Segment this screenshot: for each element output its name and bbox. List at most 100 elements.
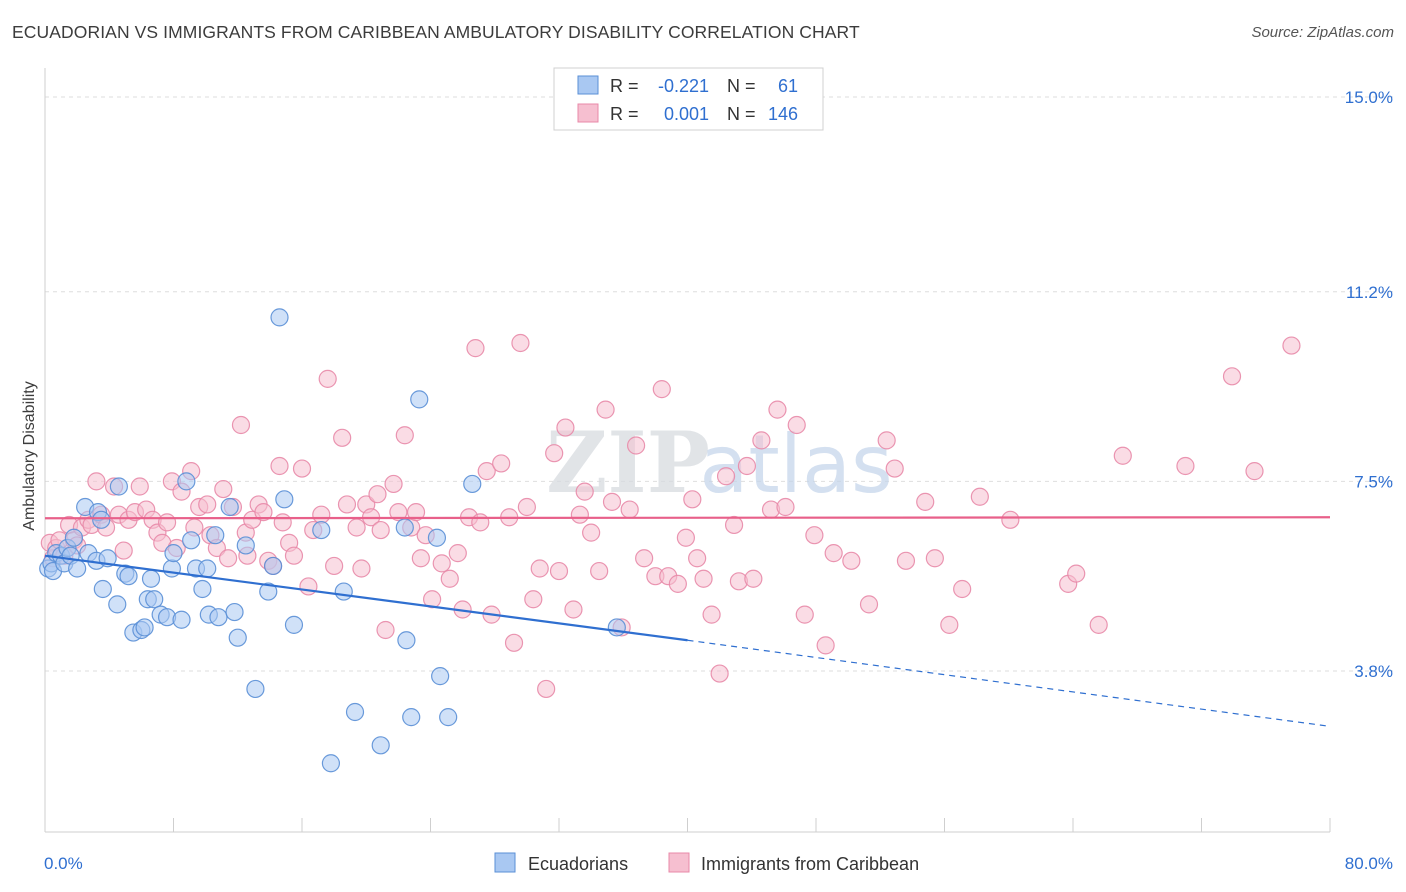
caribbean-point — [842, 551, 861, 570]
ecuadorian-point — [228, 628, 247, 647]
caribbean-point — [859, 595, 879, 614]
stats-r-label-1: R = — [610, 76, 639, 96]
caribbean-point — [492, 454, 511, 473]
ecuadorian-point — [427, 528, 447, 547]
caribbean-point — [325, 556, 344, 576]
ecuadorian-point — [246, 679, 265, 699]
caribbean-point — [406, 503, 426, 522]
ecuadorian-point — [182, 531, 201, 550]
caribbean-point — [530, 559, 549, 578]
ecuadorian-point — [263, 556, 283, 576]
caribbean-point — [885, 459, 904, 478]
caribbean-point — [440, 569, 459, 588]
chart-source: Source: ZipAtlas.com — [1251, 24, 1394, 41]
caribbean-point — [87, 472, 106, 491]
caribbean-point — [1176, 456, 1195, 476]
caribbean-point — [254, 503, 273, 522]
caribbean-point — [114, 541, 133, 560]
y-tick-label-0: 3.8% — [1354, 662, 1393, 681]
caribbean-point — [716, 467, 736, 486]
ecuadorian-point — [395, 518, 414, 537]
caribbean-point — [816, 636, 835, 655]
ecuadorian-point — [108, 595, 127, 614]
caribbean-point — [214, 479, 233, 499]
y-tick-label-2: 11.2% — [1346, 283, 1393, 302]
legend-swatch-ecuadorians — [494, 852, 516, 873]
caribbean-point — [284, 546, 304, 565]
caribbean-point — [970, 487, 989, 506]
ecuadorian-point — [119, 567, 138, 586]
stats-r-value-2: 0.001 — [664, 104, 709, 124]
stats-swatch-ecuadorians — [577, 75, 599, 95]
caribbean-point — [564, 600, 583, 619]
caribbean-point — [368, 485, 387, 504]
caribbean-point — [231, 415, 251, 435]
caribbean-point — [1089, 615, 1108, 634]
axes — [44, 68, 1331, 833]
caribbean-point — [953, 579, 972, 599]
legend-swatch-caribbean — [668, 852, 690, 873]
caribbean-point — [432, 554, 451, 573]
trend-lines — [44, 516, 1331, 727]
stats-box-frame — [553, 67, 824, 131]
stats-box: R = -0.221 N = 61 R = 0.001 N = 146 — [553, 67, 824, 131]
grid-lines — [45, 96, 1393, 672]
caribbean-point — [549, 561, 569, 581]
caribbean-point — [596, 400, 615, 419]
caribbean-point — [570, 505, 589, 524]
caribbean-point — [702, 605, 721, 624]
caribbean-point — [556, 418, 575, 437]
caribbean-point — [524, 590, 543, 609]
ecuadorian-point — [68, 559, 87, 578]
ecuadorian-point — [284, 615, 304, 634]
ecuadorian-point — [92, 510, 111, 529]
caribbean-point — [292, 459, 312, 478]
caribbean-point — [776, 497, 795, 517]
caribbean-point — [537, 679, 556, 699]
caribbean-point — [940, 615, 959, 634]
caribbean-point — [157, 513, 177, 532]
caribbean-point — [737, 456, 757, 476]
caribbean-point — [787, 415, 806, 435]
caribbean-point — [545, 444, 564, 463]
ecuadorian-point — [410, 390, 429, 409]
y-tick-label-3: 15.0% — [1345, 88, 1393, 107]
caribbean-point — [590, 561, 609, 581]
caribbean-point — [620, 500, 639, 519]
stats-r-label-2: R = — [610, 104, 639, 124]
y-tick-label-1: 7.5% — [1354, 472, 1393, 491]
legend: Ecuadorians Immigrants from Caribbean — [494, 852, 919, 874]
caribbean-point — [273, 513, 292, 532]
caribbean-point — [896, 551, 916, 570]
ecuadorian-point — [172, 610, 191, 629]
ecuadorian-point — [397, 631, 416, 650]
ecuadorian-point — [270, 308, 289, 327]
caribbean-point — [511, 333, 530, 353]
caribbean-point — [371, 520, 390, 540]
caribbean-point — [877, 431, 896, 450]
caribbean-point — [635, 549, 654, 568]
caribbean-point — [1113, 446, 1132, 465]
caribbean-point — [384, 474, 403, 494]
caribbean-point — [299, 577, 318, 596]
ecuadorian-point — [164, 544, 183, 563]
stats-n-value-1: 61 — [778, 76, 798, 96]
ecuadorian-point — [193, 579, 212, 599]
caribbean-point — [219, 549, 238, 568]
caribbean-point — [471, 513, 490, 532]
caribbean-point — [652, 380, 671, 399]
ecuadorian-trend-extension — [687, 639, 1331, 727]
caribbean-point — [683, 490, 702, 509]
ecuadorian-point — [431, 667, 450, 686]
ecuadorian-point — [177, 472, 196, 491]
caribbean-point — [1245, 462, 1264, 481]
caribbean-point — [312, 505, 331, 524]
ecuadorian-point — [345, 702, 365, 722]
caribbean-trend-line — [44, 516, 1331, 520]
caribbean-point — [270, 456, 289, 476]
ecuadorian-point — [198, 559, 217, 578]
caribbean-point — [916, 492, 935, 511]
caribbean-point — [744, 569, 763, 588]
watermark: ZIP atlas — [546, 413, 893, 512]
